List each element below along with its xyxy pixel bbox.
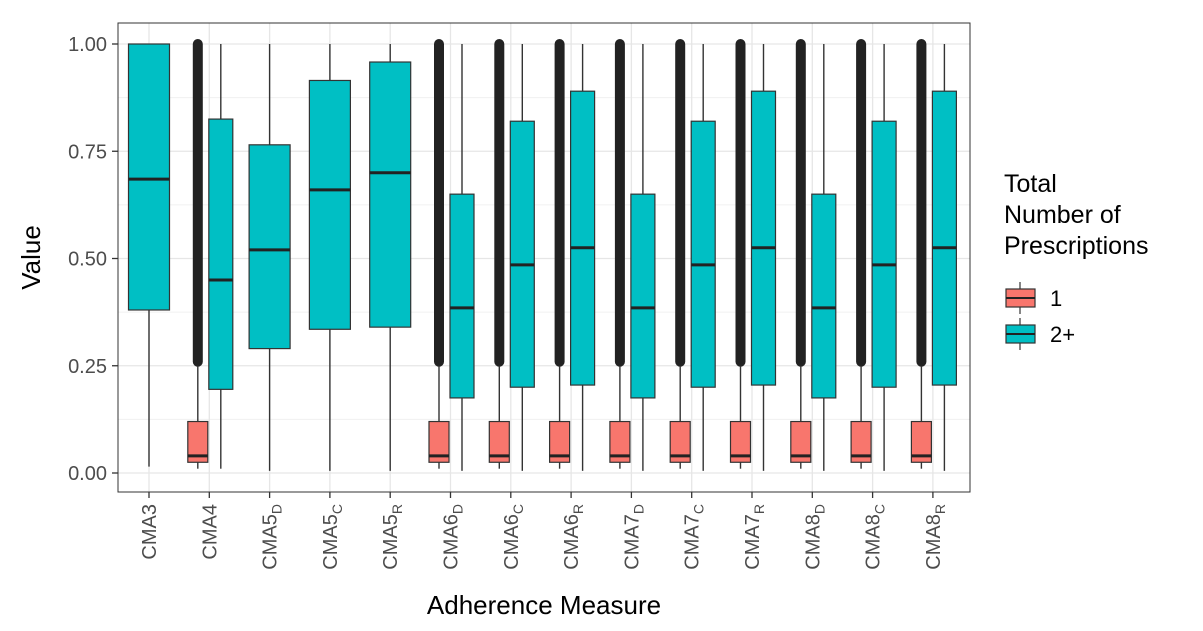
y-axis: 0.00 0.25 0.50 0.75 1.00 [68, 34, 118, 485]
y-axis-title: Value [16, 225, 46, 290]
box-iqr [871, 120, 897, 388]
outlier-points [795, 39, 806, 367]
box-series-1 [729, 39, 752, 469]
box-iqr [910, 420, 933, 463]
box-iqr [811, 193, 837, 399]
grid-layer [118, 23, 970, 492]
legend: Total Number of Prescriptions 1 2+ [1004, 170, 1149, 350]
box-iqr [669, 420, 691, 463]
box-iqr [690, 120, 716, 388]
box-iqr [630, 193, 656, 399]
y-tick-label: 0.00 [68, 463, 107, 485]
x-tick-label: CMA8C [863, 504, 888, 570]
x-tick-label: CMA7D [621, 504, 646, 570]
box-iqr [488, 420, 510, 463]
box-series-2plus [630, 44, 656, 471]
box-series-1 [488, 39, 510, 469]
outlier-points [494, 39, 505, 367]
box-series-1 [669, 39, 691, 469]
box-series-1 [428, 39, 450, 469]
box-series-1 [187, 39, 209, 469]
legend-label: 1 [1050, 286, 1062, 311]
box-series-2plus [449, 44, 475, 471]
legend-entry: 1 [1005, 282, 1062, 314]
box-iqr [369, 61, 412, 328]
outlier-points [916, 39, 927, 367]
box-series-2plus [509, 44, 535, 471]
x-tick-label: CMA6R [561, 504, 586, 570]
box-iqr [569, 90, 596, 386]
box-iqr [208, 118, 234, 390]
box-series-1 [548, 39, 571, 469]
outlier-points [434, 39, 444, 367]
box-iqr [931, 90, 958, 386]
box-iqr [609, 420, 631, 463]
box-iqr [428, 420, 450, 463]
legend-title-line: Number of [1004, 201, 1121, 229]
box-series-2plus [208, 44, 234, 469]
x-tick-label: CMA7R [742, 504, 767, 570]
box-layer [127, 39, 958, 471]
box-series-1 [910, 39, 933, 469]
x-tick-label: CMA5D [260, 504, 285, 570]
box-iqr [548, 420, 571, 463]
box-series-2plus [931, 44, 958, 471]
x-tick-label: CMA5C [320, 504, 345, 570]
box-iqr [187, 420, 209, 463]
x-tick-label: CMA8D [802, 504, 827, 570]
x-tick-label: CMA3 [139, 504, 161, 560]
box-iqr [790, 420, 812, 463]
outlier-points [735, 39, 746, 367]
box-iqr [449, 193, 475, 399]
legend-title-line: Total [1004, 170, 1057, 198]
outlier-points [856, 39, 867, 367]
legend-label: 2+ [1050, 322, 1075, 347]
x-axis-title: Adherence Measure [427, 590, 661, 620]
box-series-2plus [308, 44, 351, 471]
outlier-points [192, 39, 203, 367]
x-tick-label: CMA5R [380, 504, 405, 570]
x-tick-label: CMA6D [441, 504, 466, 570]
box-series-2plus [369, 44, 412, 471]
box-iqr [750, 90, 777, 386]
box-iqr [850, 420, 872, 463]
box-series-1 [850, 39, 872, 469]
box-iqr [127, 43, 171, 311]
box-iqr [308, 79, 351, 330]
outlier-points [675, 39, 686, 367]
y-tick-label: 0.75 [68, 141, 107, 163]
box-iqr [248, 144, 291, 350]
legend-entry: 2+ [1005, 318, 1075, 350]
x-tick-label: CMA7C [682, 504, 707, 570]
box-iqr [509, 120, 535, 388]
x-tick-label: CMA4 [199, 504, 221, 560]
box-series-2plus [569, 44, 596, 471]
box-series-2plus [127, 43, 171, 467]
y-tick-label: 0.50 [68, 249, 107, 271]
box-series-2plus [811, 44, 837, 471]
box-iqr [729, 420, 752, 463]
plot-panel-border [117, 22, 971, 493]
x-axis: CMA3 CMA4 CMA5D CMA5C CMA5R CMA6D CMA6C CMA6R CM… [139, 492, 948, 570]
box-series-1 [790, 39, 812, 469]
box-series-2plus [871, 44, 897, 471]
y-tick-label: 1.00 [68, 34, 107, 56]
x-tick-label: CMA6C [501, 504, 526, 570]
box-series-2plus [690, 44, 716, 471]
x-tick-label: CMA8R [923, 504, 948, 570]
legend-title-line: Prescriptions [1004, 232, 1149, 260]
box-series-2plus [248, 44, 291, 471]
box-series-2plus [750, 44, 777, 471]
y-tick-label: 0.25 [68, 356, 107, 378]
box-series-1 [609, 39, 631, 469]
outlier-points [554, 39, 565, 367]
outlier-points [614, 39, 625, 367]
